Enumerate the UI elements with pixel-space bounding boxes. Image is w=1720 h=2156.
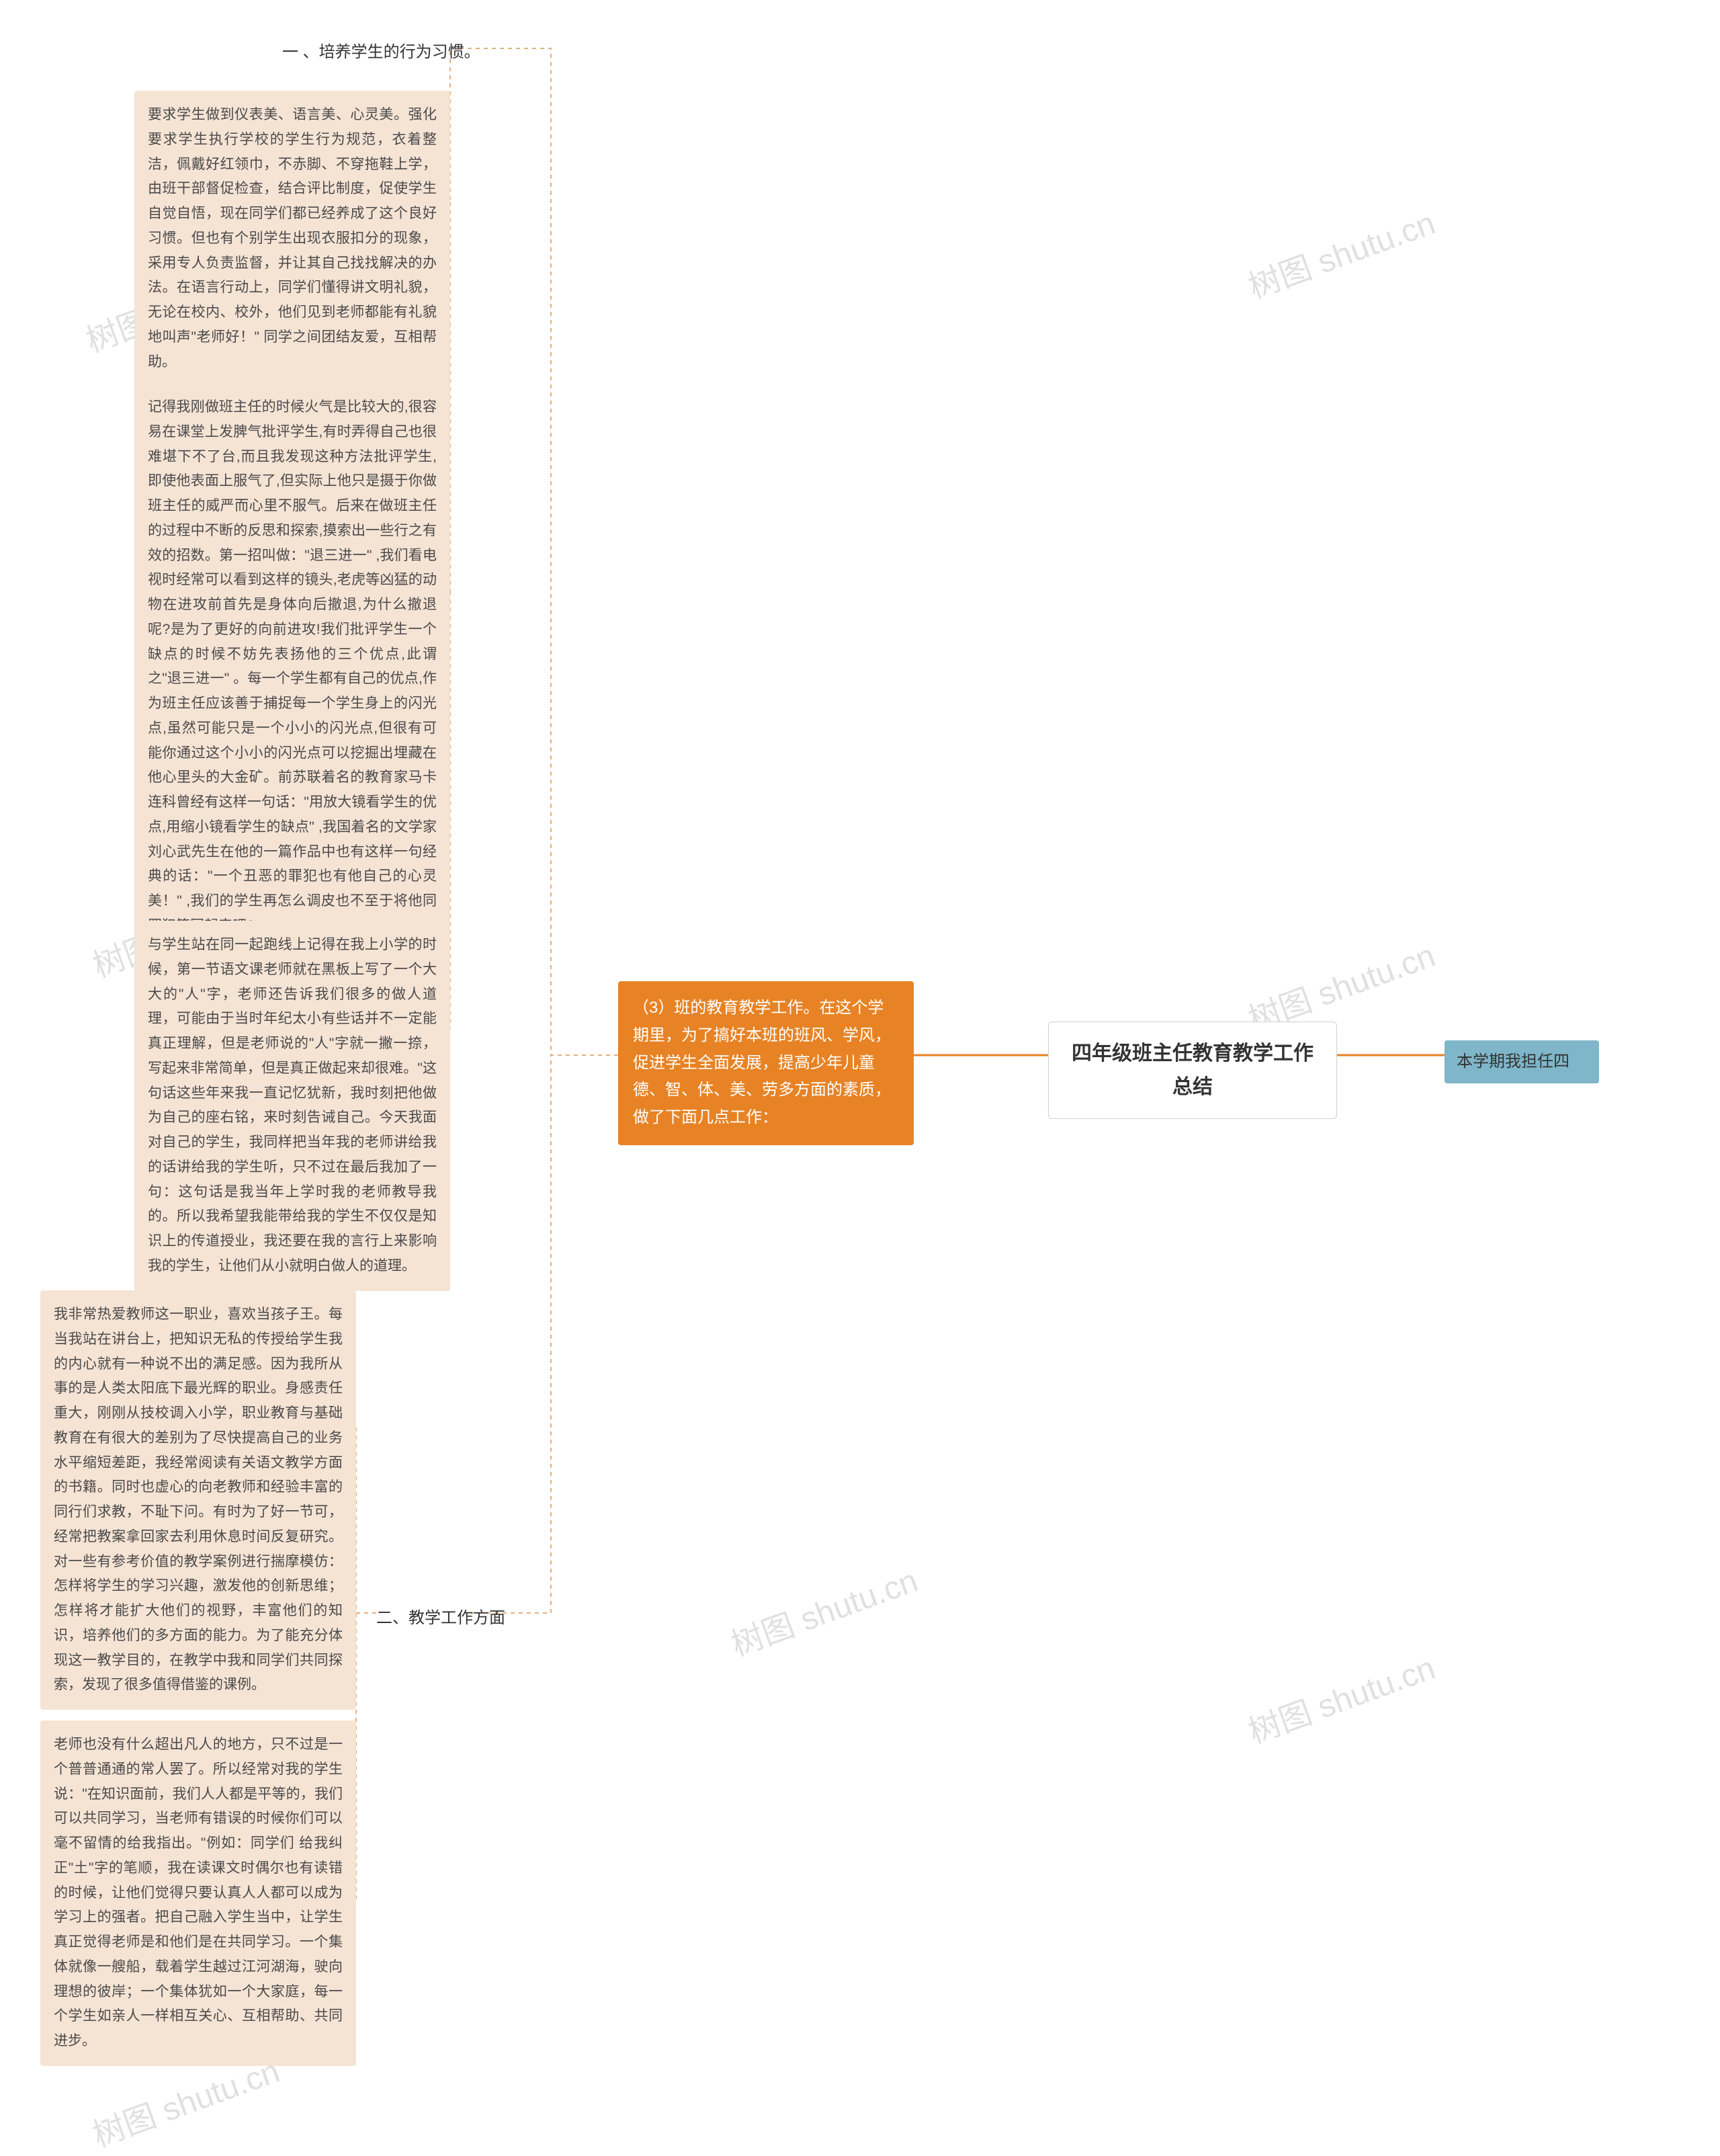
root-node[interactable]: 四年级班主任教育教学工作总结: [1048, 1022, 1337, 1119]
watermark: 树图 shutu.cn: [724, 1554, 923, 1665]
root-title: 四年级班主任教育教学工作总结: [1072, 1042, 1314, 1098]
section2-leaf2-text: 老师也没有什么超出凡人的地方，只不过是一个普普通通的常人罢了。所以经常对我的学生…: [54, 1737, 343, 2048]
section1-header-text: 一 、培养学生的行为习惯。: [282, 43, 480, 61]
right-child-label: 本学期我担任四: [1457, 1052, 1570, 1071]
section1-leaf2[interactable]: 记得我刚做班主任的时候火气是比较大的,很容易在课堂上发脾气批评学生,有时弄得自己…: [134, 383, 450, 951]
section1-leaf3-text: 与学生站在同一起跑线上记得在我上小学的时候，第一节语文课老师就在黑板上写了一个大…: [148, 937, 437, 1274]
section1-leaf3[interactable]: 与学生站在同一起跑线上记得在我上小学的时候，第一节语文课老师就在黑板上写了一个大…: [134, 921, 450, 1291]
section2-leaf1[interactable]: 我非常热爱教师这一职业，喜欢当孩子王。每当我站在讲台上，把知识无私的传授给学生我…: [40, 1290, 356, 1710]
right-child-node[interactable]: 本学期我担任四: [1445, 1040, 1599, 1083]
section2-header-text: 二、教学工作方面: [376, 1609, 505, 1627]
left-topic-node[interactable]: （3）班的教育教学工作。在这个学期里，为了搞好本班的班风、学风，促进学生全面发展…: [618, 981, 914, 1145]
left-topic-text: （3）班的教育教学工作。在这个学期里，为了搞好本班的班风、学风，促进学生全面发展…: [633, 999, 891, 1126]
watermark: 树图 shutu.cn: [1241, 196, 1440, 307]
watermark: 树图 shutu.cn: [1241, 1641, 1440, 1752]
section1-leaf1[interactable]: 要求学生做到仪表美、语言美、心灵美。强化要求学生执行学校的学生行为规范，衣着整洁…: [134, 91, 450, 386]
section2-leaf1-text: 我非常热爱教师这一职业，喜欢当孩子王。每当我站在讲台上，把知识无私的传授给学生我…: [54, 1307, 343, 1692]
section1-header[interactable]: 一 、培养学生的行为习惯。: [282, 35, 497, 70]
section1-leaf2-text: 记得我刚做班主任的时候火气是比较大的,很容易在课堂上发脾气批评学生,有时弄得自己…: [148, 399, 437, 934]
mindmap-canvas: 树图 shutu.cn 树图 shutu.cn 树图 shutu.cn 树图 s…: [0, 0, 1720, 2154]
section2-leaf2[interactable]: 老师也没有什么超出凡人的地方，只不过是一个普普通通的常人罢了。所以经常对我的学生…: [40, 1720, 356, 2066]
section2-header[interactable]: 二、教学工作方面: [376, 1601, 524, 1636]
section1-leaf1-text: 要求学生做到仪表美、语言美、心灵美。强化要求学生执行学校的学生行为规范，衣着整洁…: [148, 107, 437, 370]
